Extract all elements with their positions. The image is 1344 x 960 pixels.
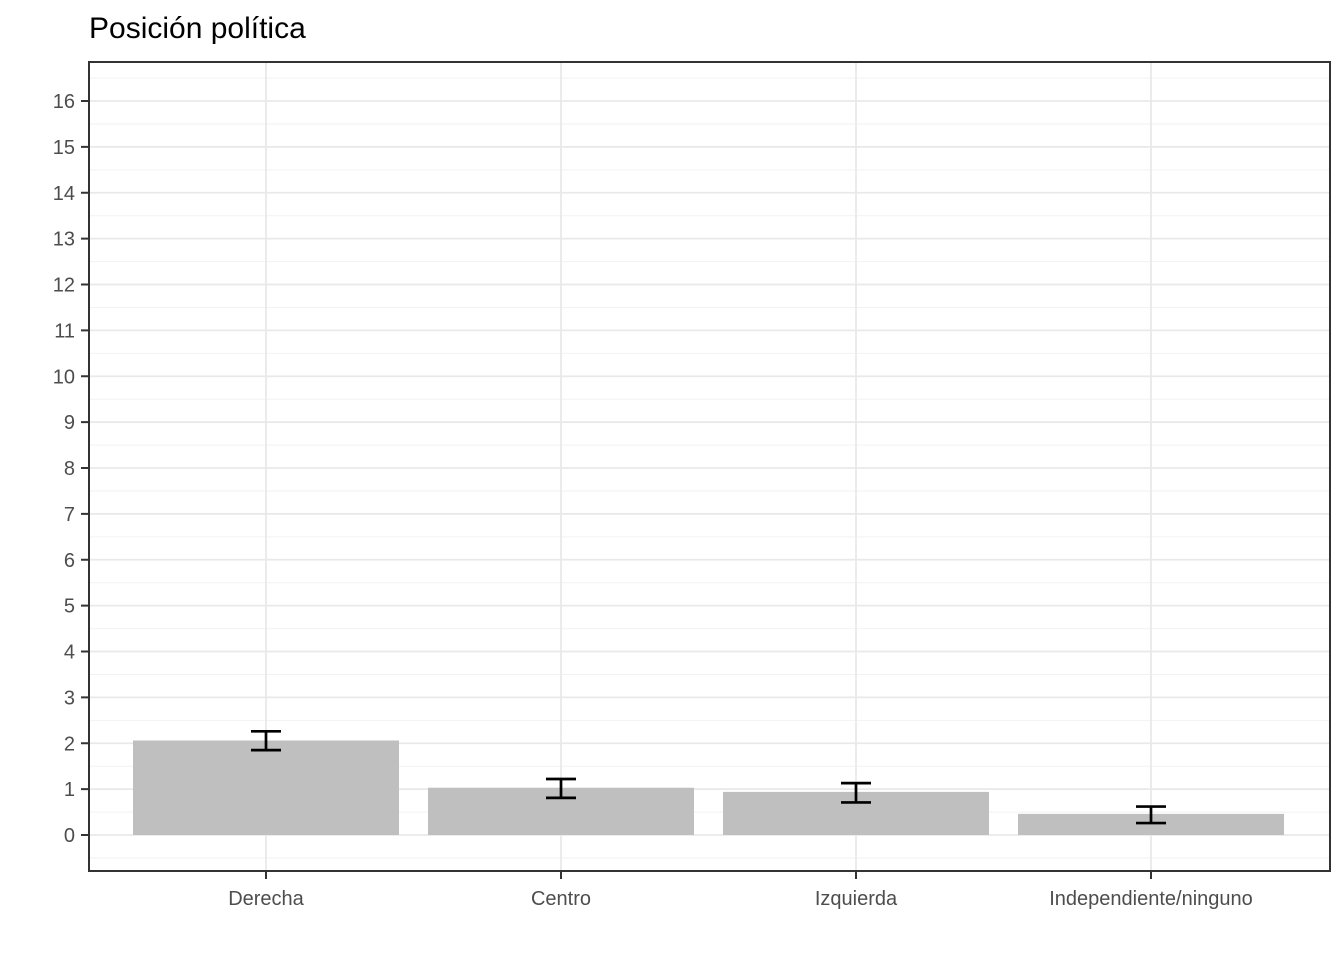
bar — [1018, 813, 1284, 835]
y-tick-label: 12 — [53, 275, 75, 297]
x-tick-label: Derecha — [228, 888, 304, 910]
y-tick-label: 0 — [64, 825, 75, 847]
y-tick-label: 15 — [53, 137, 75, 159]
x-tick-label: Independiente/ninguno — [1049, 888, 1253, 910]
y-tick-label: 16 — [53, 91, 75, 113]
x-tick-label: Izquierda — [815, 888, 898, 910]
bar — [133, 740, 399, 835]
y-tick-label: 6 — [64, 550, 75, 572]
panel-background — [89, 62, 1330, 871]
y-tick-label: 14 — [53, 183, 75, 205]
y-tick-label: 13 — [53, 229, 75, 251]
y-tick-label: 1 — [64, 779, 75, 801]
x-tick-label: Centro — [531, 888, 591, 910]
y-tick-label: 3 — [64, 687, 75, 709]
y-tick-label: 2 — [64, 733, 75, 755]
chart-title: Posición política — [89, 12, 306, 45]
y-tick-label: 4 — [64, 642, 75, 664]
y-tick-label: 11 — [54, 320, 75, 342]
y-tick-label: 9 — [64, 412, 75, 434]
y-tick-label: 10 — [53, 366, 75, 388]
panel-border — [88, 61, 1331, 872]
y-tick-label: 8 — [64, 458, 75, 480]
y-tick-label: 7 — [64, 504, 75, 526]
y-tick-label: 5 — [64, 596, 75, 618]
